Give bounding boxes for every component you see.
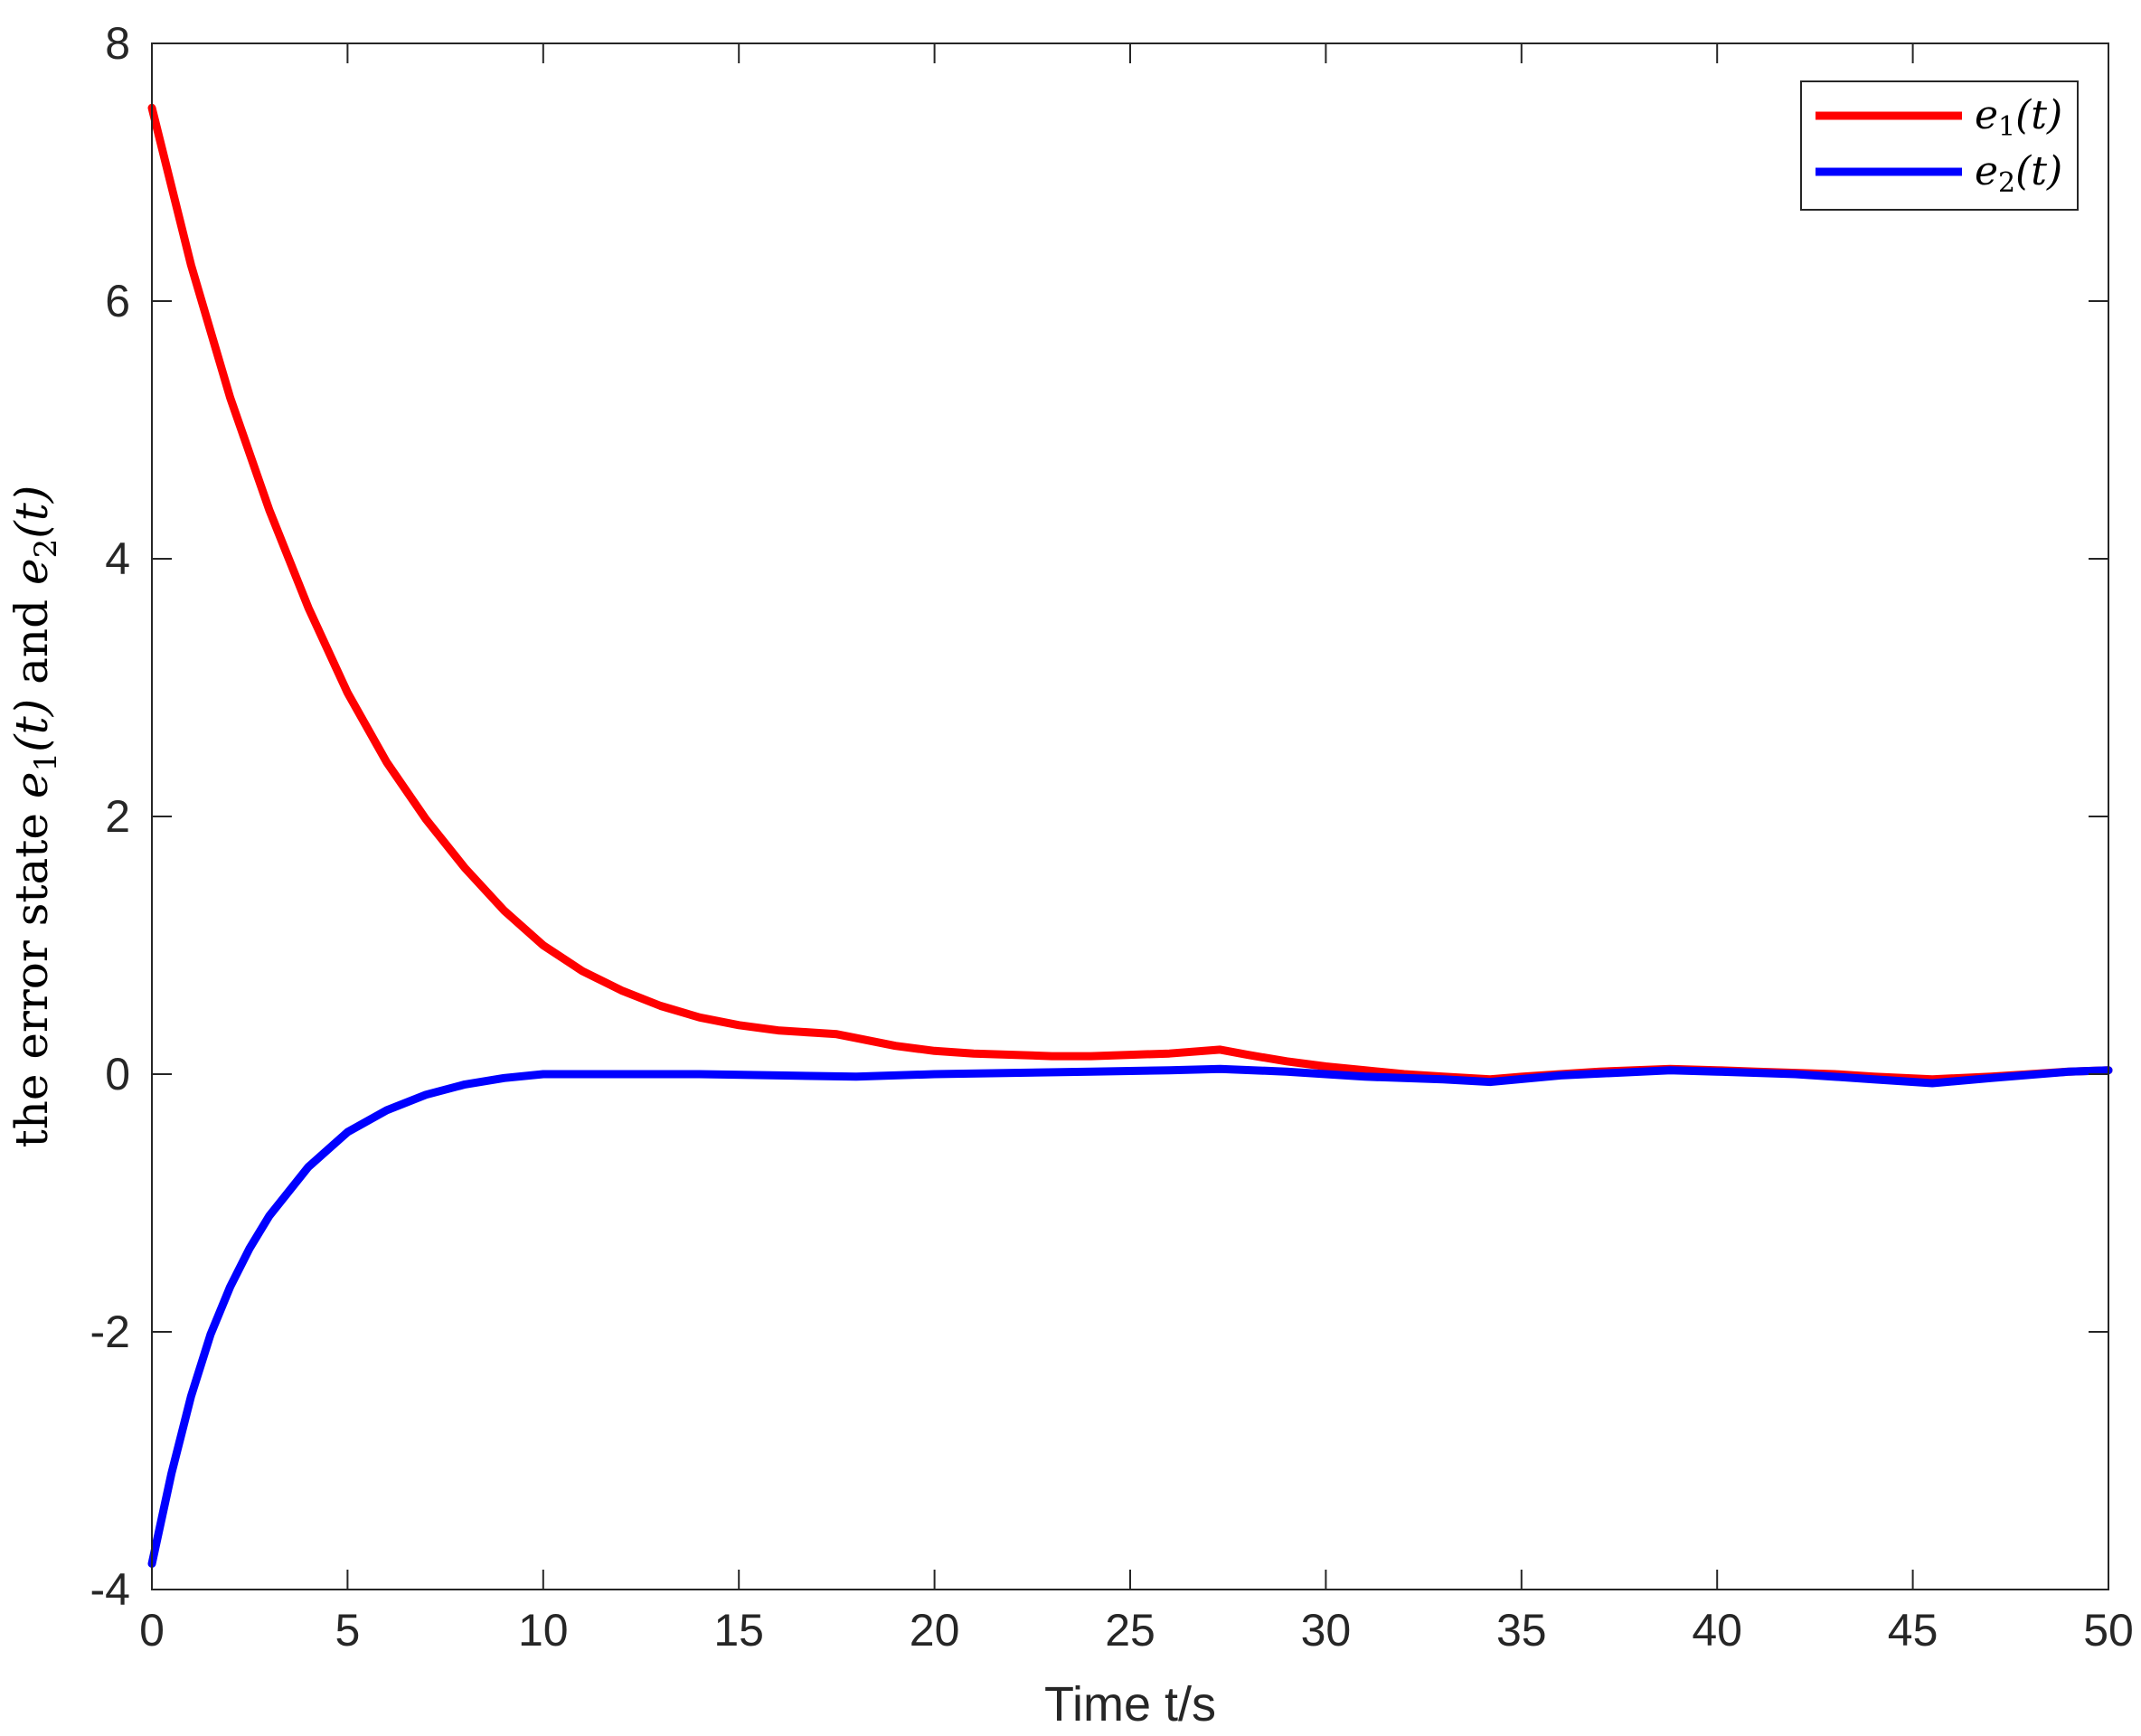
y-tick-label-4: 4	[105, 533, 130, 584]
ticks-layer: 0 5 10 15 20 25 30 35 40 45 50 -4 -2 0 2 4 6 8	[90, 18, 2134, 1656]
x-tick-label-0: 0	[139, 1605, 165, 1656]
y-axis-label-arg1: (t)	[5, 699, 58, 752]
legend: e1(t) e2(t)	[1800, 80, 2079, 211]
y-axis-label-e2: e	[5, 558, 58, 585]
y-axis-label-arg2: (t)	[5, 486, 58, 539]
legend-box	[1800, 80, 2079, 211]
y-axis-label-conj: and	[5, 585, 58, 699]
y-tick-label-0: -4	[90, 1564, 130, 1615]
x-tick-label-6: 30	[1301, 1605, 1352, 1656]
y-tick-label-2: 0	[105, 1049, 130, 1099]
x-tick-label-8: 40	[1692, 1605, 1742, 1656]
y-tick-label-6: 8	[105, 18, 130, 69]
x-tick-label-4: 20	[910, 1605, 960, 1656]
x-tick-label-5: 25	[1105, 1605, 1155, 1656]
y-tick-label-1: -2	[90, 1307, 130, 1357]
x-tick-label-2: 10	[518, 1605, 569, 1656]
y-axis-label-e1: e	[5, 772, 58, 799]
legend-label-e1: e1(t)	[1975, 92, 2062, 143]
x-axis-label: Time t/s	[1044, 1677, 1216, 1731]
plot-area	[152, 43, 2108, 1590]
x-tick-label-10: 50	[2083, 1605, 2134, 1656]
y-tick-label-5: 6	[105, 276, 130, 326]
legend-label-e2: e2(t)	[1975, 148, 2062, 199]
y-axis-label-prefix: the error state	[5, 798, 58, 1147]
x-tick-label-9: 45	[1888, 1605, 1938, 1656]
series-line-e2	[147, 1064, 2113, 1568]
series-layer	[147, 103, 2113, 1568]
x-tick-label-7: 35	[1496, 1605, 1547, 1656]
x-tick-label-3: 15	[713, 1605, 764, 1656]
y-axis-label: the error state e1(t) and e2(t)	[5, 486, 64, 1148]
x-tick-label-1: 5	[335, 1605, 360, 1656]
y-tick-label-3: 2	[105, 791, 130, 842]
y-axis-label-sub1: 1	[28, 752, 64, 772]
y-axis-label-sub2: 2	[28, 539, 64, 559]
plot-frame	[151, 42, 2109, 1590]
